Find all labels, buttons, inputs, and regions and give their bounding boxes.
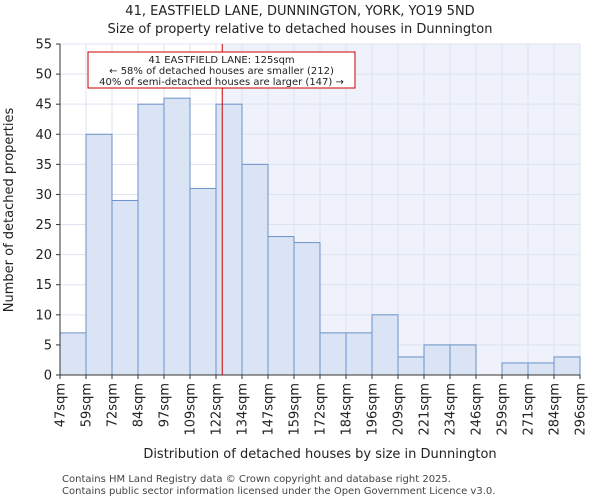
bar	[371, 314, 399, 376]
x-tick-label: 284sqm	[548, 383, 563, 436]
x-tick-label: 221sqm	[418, 383, 433, 436]
x-tick-label: 159sqm	[288, 383, 303, 436]
annotation-line1: 41 EASTFIELD LANE: 125sqm	[148, 55, 294, 66]
bar	[527, 362, 555, 376]
bar	[215, 103, 243, 376]
y-tick-label: 55	[35, 38, 52, 53]
x-tick-label: 296sqm	[574, 383, 589, 436]
x-tick-label: 134sqm	[236, 383, 251, 436]
y-tick-label: 25	[35, 218, 52, 233]
y-tick-label: 40	[35, 128, 52, 143]
x-tick-label: 172sqm	[314, 383, 329, 436]
x-tick-label: 271sqm	[522, 383, 537, 436]
bar	[293, 242, 321, 376]
bar	[345, 332, 373, 376]
y-tick-label: 20	[35, 248, 52, 263]
chart-title-line2: Size of property relative to detached ho…	[108, 22, 493, 37]
y-tick-label: 0	[44, 369, 52, 384]
x-tick-label: 209sqm	[392, 383, 407, 436]
chart-title-line1: 41, EASTFIELD LANE, DUNNINGTON, YORK, YO…	[125, 4, 474, 19]
x-tick-label: 59sqm	[80, 383, 95, 427]
x-tick-label: 234sqm	[444, 383, 459, 436]
footer-line1: Contains HM Land Registry data © Crown c…	[62, 474, 451, 485]
bar	[241, 163, 269, 376]
annotation-line2: ← 58% of detached houses are smaller (21…	[109, 66, 334, 77]
annotation-box	[87, 51, 356, 89]
bar	[319, 332, 347, 376]
x-tick-label: 122sqm	[210, 383, 225, 436]
y-tick-label: 35	[35, 158, 52, 173]
y-tick-label: 15	[35, 278, 52, 293]
plot-area: 0 5 10 15 20 25 30 35 40 45 50 55 47sqm 59sqm 72sqm 84s…	[35, 38, 588, 436]
bar	[553, 356, 581, 376]
bar	[111, 199, 139, 376]
x-tick-label: 147sqm	[262, 383, 277, 436]
bar	[59, 332, 87, 376]
footer-line2: Contains public sector information licen…	[62, 486, 495, 497]
x-axis-label: Distribution of detached houses by size …	[143, 447, 496, 462]
x-tick-label: 196sqm	[366, 383, 381, 436]
bar	[267, 236, 295, 376]
y-tick-label: 50	[35, 68, 52, 83]
x-tick-label: 184sqm	[340, 383, 355, 436]
y-tick-label: 45	[35, 98, 52, 113]
x-tick-label: 97sqm	[158, 383, 173, 427]
bar	[137, 103, 165, 376]
bar	[189, 187, 217, 376]
annotation-line3: 40% of semi-detached houses are larger (…	[99, 77, 344, 88]
bar	[163, 97, 191, 376]
y-tick-label: 10	[35, 308, 52, 323]
x-tick-label: 84sqm	[132, 383, 147, 427]
y-tick-label: 30	[35, 188, 52, 203]
x-tick-label: 47sqm	[54, 383, 69, 427]
bar	[449, 344, 477, 376]
y-axis-label: Number of detached properties	[2, 108, 17, 313]
bar	[85, 133, 113, 376]
x-tick-label: 109sqm	[184, 383, 199, 436]
x-tick-label: 259sqm	[496, 383, 511, 436]
x-tick-label: 246sqm	[470, 383, 485, 436]
bar	[423, 344, 451, 376]
y-tick-label: 5	[44, 338, 52, 353]
bar	[397, 356, 425, 376]
x-tick-label: 72sqm	[106, 383, 121, 427]
bar	[501, 362, 529, 376]
